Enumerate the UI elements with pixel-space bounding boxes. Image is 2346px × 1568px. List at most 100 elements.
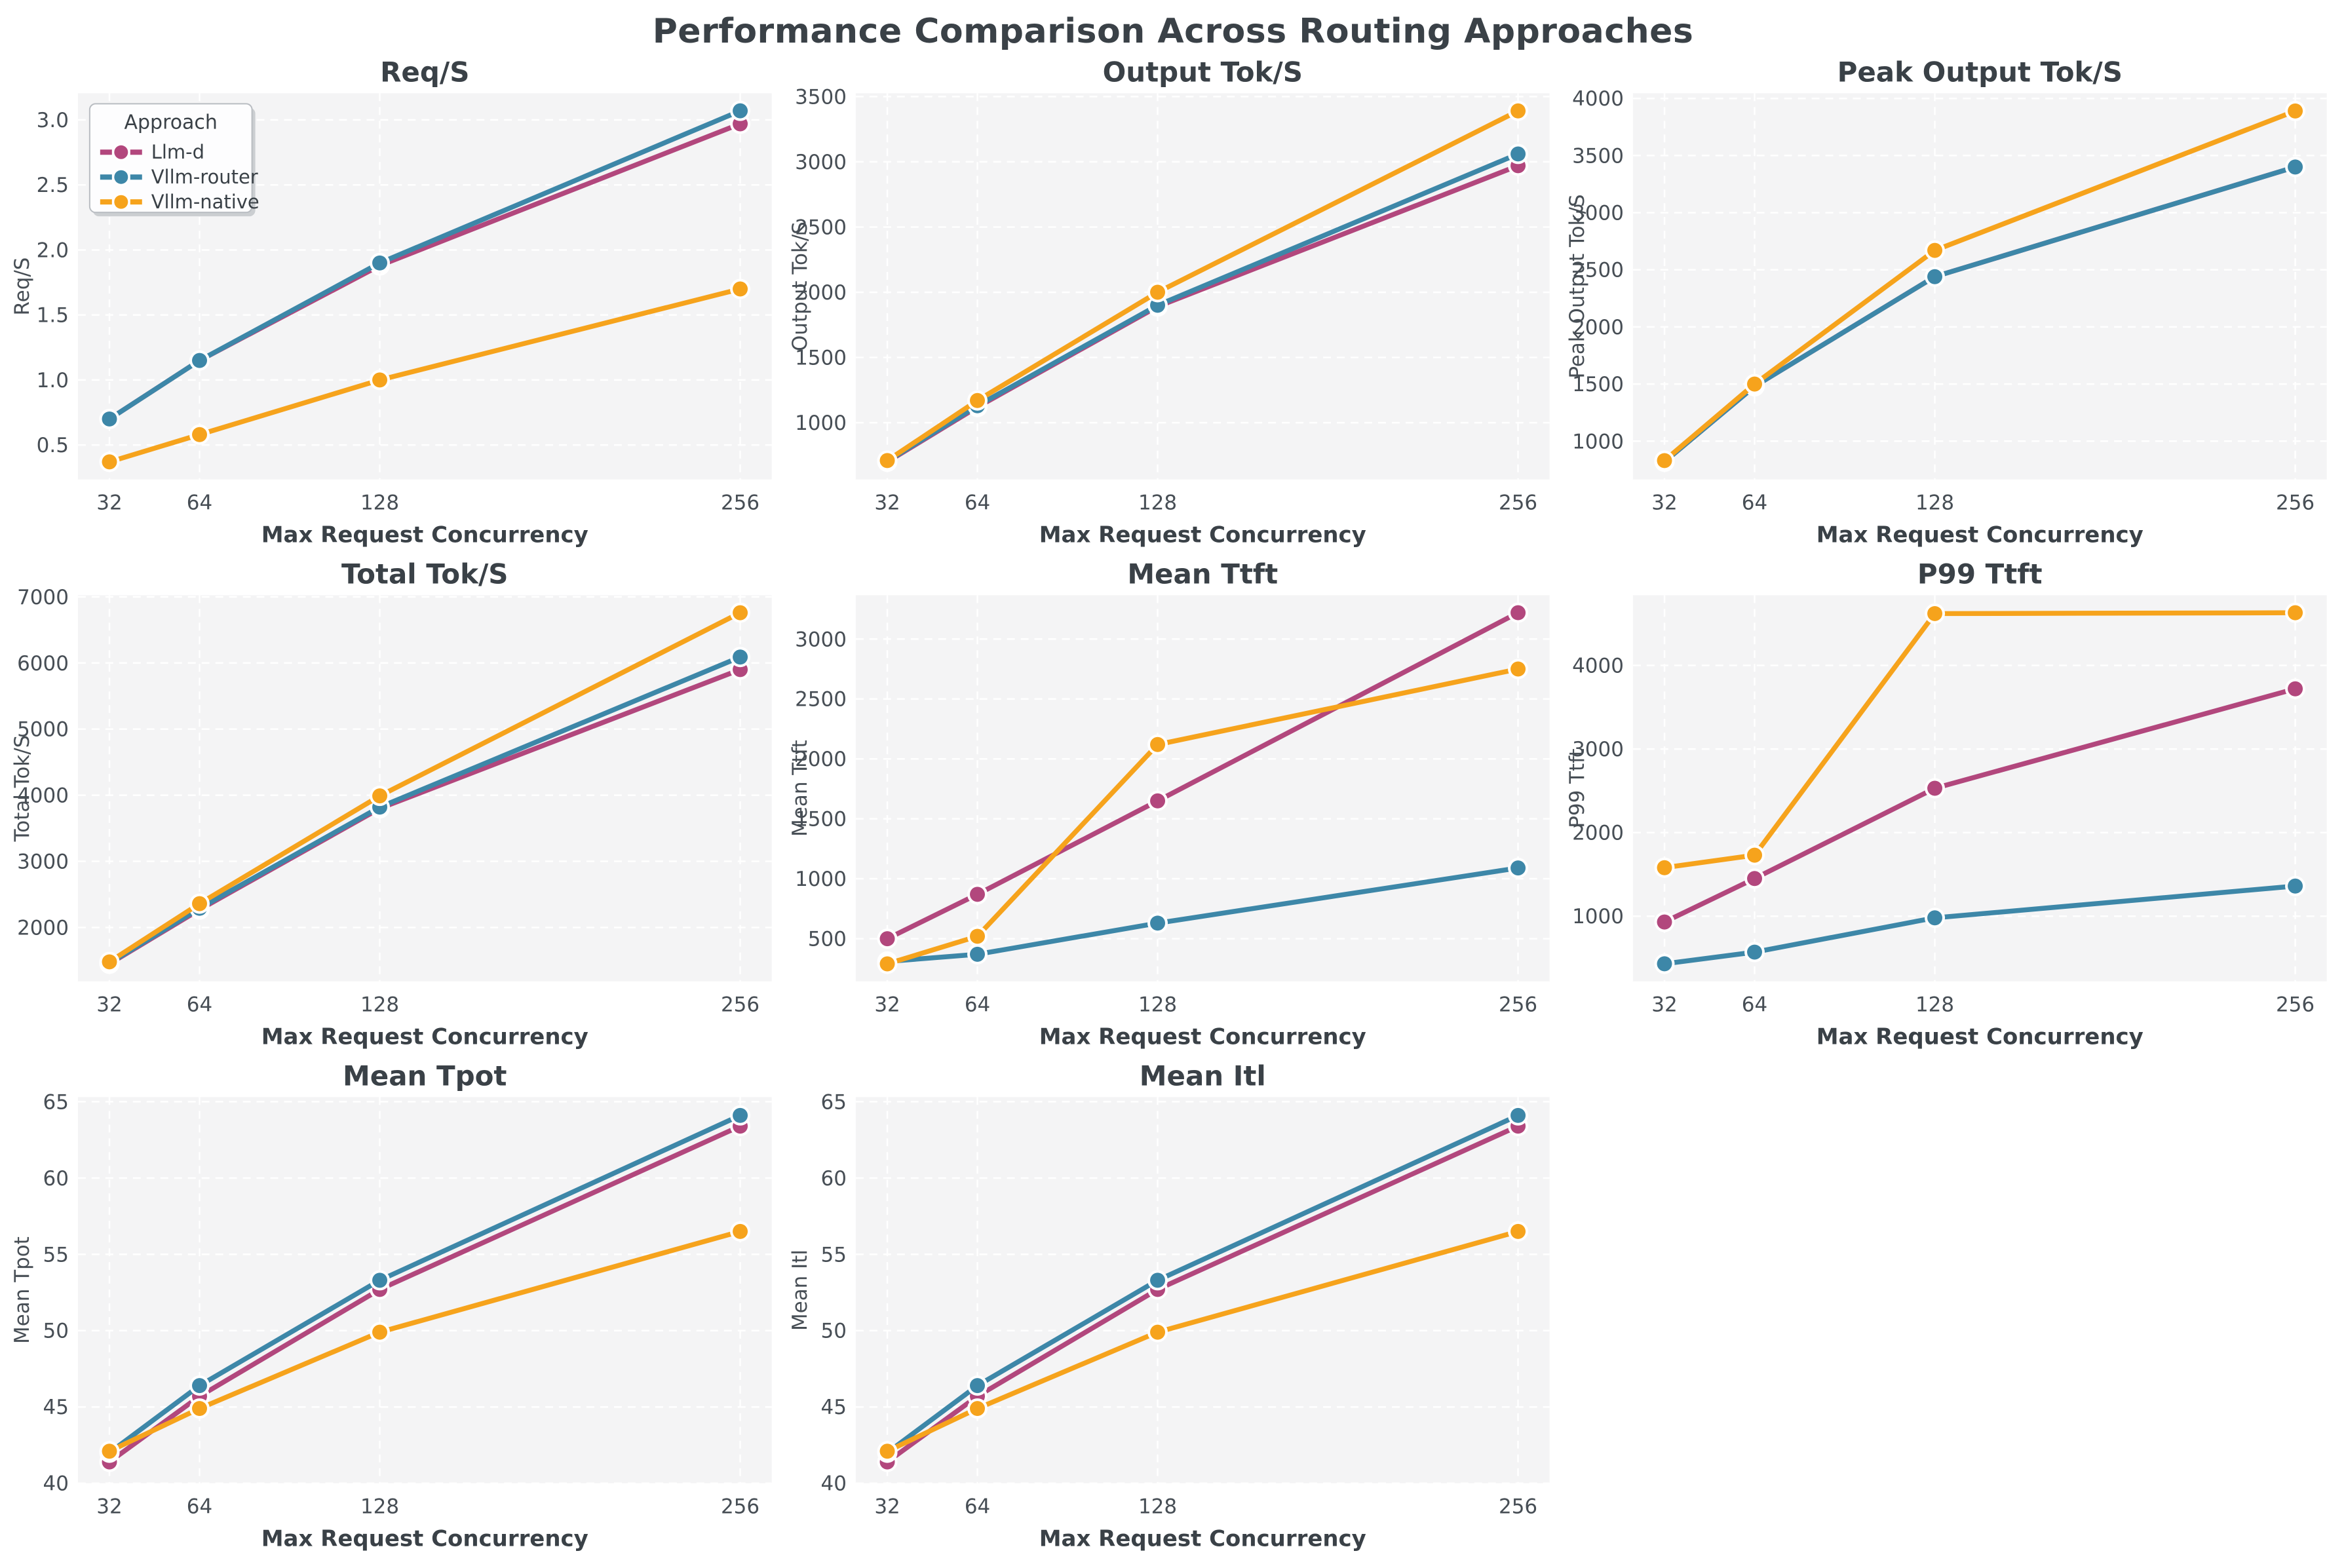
series-vllm-router — [99, 100, 751, 429]
marker — [1149, 1272, 1165, 1288]
legend-title: Approach — [125, 111, 218, 134]
legend: Approach Llm-d Vllm-router Vllm-native — [88, 103, 260, 217]
marker — [1510, 661, 1526, 677]
y-tick-label: 1000 — [795, 868, 847, 891]
plot-area — [1633, 595, 2328, 982]
chart-peak-output-tok-s: 1000 1500 2000 2500 3000 3500 4000 32 64 128 256 Pe… — [1566, 56, 2328, 548]
y-tick-label: 0.5 — [37, 434, 69, 457]
marker — [192, 427, 207, 442]
y-tick-label: 2500 — [1572, 259, 1624, 282]
marker — [1747, 847, 1763, 863]
y-tick-label: 50 — [820, 1320, 846, 1343]
y-tick-label: 7000 — [17, 586, 69, 609]
marker — [733, 605, 748, 621]
marker — [969, 1401, 985, 1417]
x-tick-label: 128 — [1138, 491, 1177, 515]
series-line — [107, 610, 743, 965]
y-tick-label: 1.5 — [37, 304, 69, 328]
x-tick-label: 64 — [187, 993, 212, 1017]
marker — [2288, 159, 2303, 175]
series-line — [884, 108, 1520, 463]
y-tick-label: 55 — [820, 1243, 846, 1267]
legend-marker-icon — [114, 170, 128, 184]
marker — [1149, 736, 1165, 752]
series-line — [107, 286, 743, 465]
y-tick-label: 3000 — [795, 628, 847, 651]
y-tick-label: 1000 — [795, 411, 847, 435]
chart-title: Mean Itl — [1139, 1060, 1265, 1092]
y-tick-label: 1.0 — [37, 369, 69, 392]
y-tick-label: 2000 — [1572, 822, 1624, 845]
y-tick-label: 2000 — [17, 916, 69, 940]
marker — [969, 1378, 985, 1394]
marker — [1927, 910, 1943, 926]
chart-mean-ttft: 500 1000 1500 2000 2500 3000 32 64 128 256 Mean Tt… — [788, 558, 1550, 1050]
marker — [1747, 871, 1763, 887]
marker — [1510, 1223, 1526, 1239]
y-tick-label: 55 — [43, 1243, 69, 1267]
x-tick-label: 128 — [1915, 491, 1954, 515]
x-tick-label: 32 — [874, 491, 900, 515]
legend-marker-icon — [114, 195, 128, 209]
marker — [372, 255, 388, 271]
chart-cell-peak-output-tok-s: 1000 1500 2000 2500 3000 3500 4000 32 64 128 256 Pe… — [1564, 55, 2337, 557]
chart-total-tok-s: 2000 3000 4000 5000 6000 7000 32 64 128 256 Total … — [10, 558, 772, 1050]
x-tick-label: 256 — [1499, 993, 1537, 1017]
x-tick-label: 32 — [874, 993, 900, 1017]
marker — [2288, 605, 2303, 621]
plot-area — [77, 1097, 772, 1483]
y-tick-label: 3000 — [1572, 202, 1624, 225]
y-axis-label: Req/S — [10, 258, 34, 316]
series-vllm-native — [99, 602, 751, 972]
y-tick-label: 5000 — [17, 718, 69, 742]
series-line — [884, 1113, 1520, 1455]
marker — [733, 1223, 748, 1239]
series-line — [1662, 883, 2298, 966]
chart-cell-output-tok-s: 1000 1500 2000 2500 3000 3500 32 64 128 256 Output… — [787, 55, 1560, 557]
marker — [1657, 453, 1672, 468]
legend-entry-label: Llm-d — [151, 141, 204, 163]
y-tick-label: 3000 — [17, 851, 69, 874]
legend-marker-icon — [114, 145, 128, 159]
marker — [733, 281, 748, 297]
marker — [102, 454, 117, 470]
chart-title: Mean Tpot — [343, 1060, 507, 1092]
x-axis-label: Max Request Concurrency — [261, 1526, 588, 1552]
chart-grid: 0.5 1.0 1.5 2.0 2.5 3.0 32 64 128 256 Req/S Max Req… — [0, 52, 2346, 1561]
y-tick-label: 1500 — [795, 808, 847, 832]
x-tick-label: 256 — [2276, 491, 2315, 515]
y-tick-label: 2500 — [795, 688, 847, 712]
legend-entry-vllm-native: Vllm-native — [100, 191, 260, 213]
y-tick-label: 40 — [820, 1472, 846, 1496]
marker — [879, 1444, 895, 1459]
y-tick-label: 4000 — [17, 784, 69, 808]
marker — [2288, 103, 2303, 119]
marker — [192, 1401, 207, 1417]
x-tick-label: 128 — [360, 993, 399, 1017]
chart-output-tok-s: 1000 1500 2000 2500 3000 3500 32 64 128 256 Output… — [788, 56, 1550, 548]
marker — [192, 353, 207, 368]
chart-mean-itl: 40 45 50 55 60 65 32 64 128 256 Mean Itl Max Reques… — [788, 1060, 1550, 1552]
marker — [192, 1378, 207, 1394]
x-tick-label: 256 — [2276, 993, 2315, 1017]
x-tick-label: 32 — [96, 491, 122, 515]
x-axis-label: Max Request Concurrency — [261, 1024, 588, 1050]
x-axis-label: Max Request Concurrency — [1039, 1024, 1366, 1050]
x-tick-label: 64 — [964, 993, 990, 1017]
series-vllm-router — [1654, 875, 2306, 974]
x-tick-label: 64 — [1742, 491, 1767, 515]
y-tick-label: 4000 — [1572, 87, 1624, 111]
y-axis-label: Peak Output Tok/S — [1566, 194, 1589, 378]
chart-title: Peak Output Tok/S — [1837, 56, 2123, 88]
series-vllm-native — [99, 1221, 751, 1462]
series-line — [1662, 610, 2298, 870]
x-tick-label: 256 — [721, 491, 760, 515]
y-axis-label: Mean Ttft — [788, 740, 812, 837]
x-tick-label: 32 — [1652, 491, 1678, 515]
chart-title: Mean Ttft — [1127, 558, 1278, 590]
marker — [1149, 915, 1165, 931]
marker — [1510, 103, 1526, 119]
y-tick-label: 3500 — [1572, 144, 1624, 168]
marker — [1149, 793, 1165, 809]
y-tick-label: 3500 — [795, 85, 847, 109]
